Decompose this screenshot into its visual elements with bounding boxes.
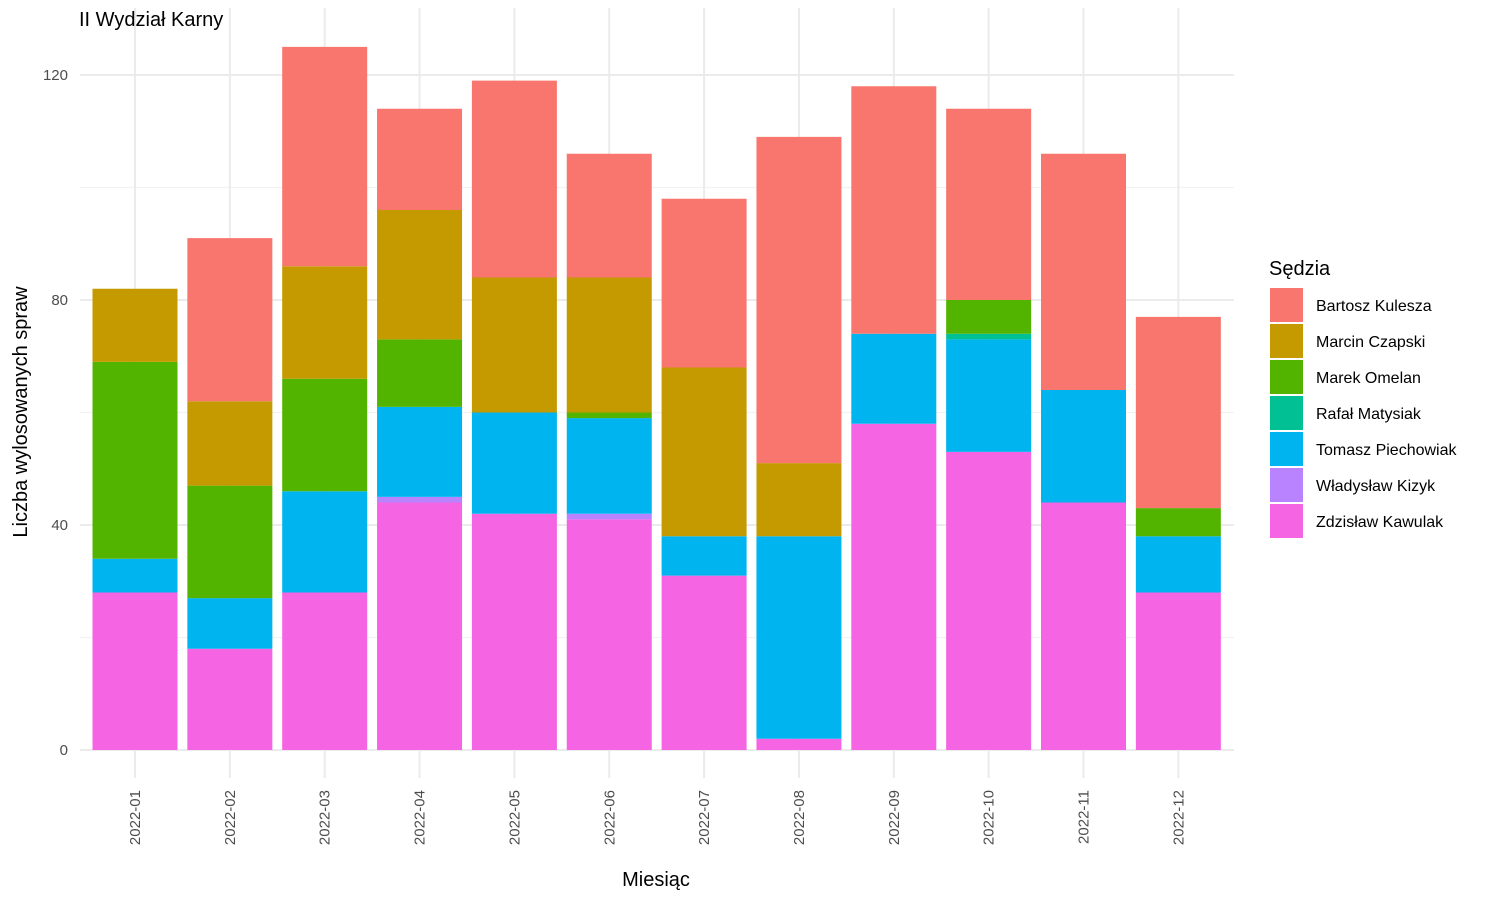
bar-segment: [1135, 508, 1221, 537]
bars: [92, 46, 1221, 750]
bar-segment: [946, 300, 1032, 334]
bar-segment: [377, 502, 463, 750]
x-tick-label: 2022-06: [601, 790, 618, 845]
legend-label: Zdzisław Kawulak: [1316, 514, 1444, 531]
bar-segment: [471, 412, 557, 514]
legend-label: Marek Omelan: [1316, 370, 1421, 387]
bar-segment: [661, 198, 747, 368]
x-tick-label: 2022-02: [222, 790, 239, 845]
bar-segment: [471, 277, 557, 413]
bar-segment: [946, 451, 1032, 750]
bar-segment: [946, 333, 1032, 340]
legend-label: Tomasz Piechowiak: [1316, 442, 1458, 459]
legend-swatch: [1270, 432, 1303, 466]
bar-segment: [851, 423, 937, 750]
bar-segment: [566, 277, 652, 413]
y-tick-label: 40: [51, 517, 68, 534]
bar-segment: [92, 288, 178, 362]
x-tick-label: 2022-05: [506, 790, 523, 845]
y-axis-ticks: 0 40 80 120: [43, 67, 68, 759]
legend-label: Bartosz Kulesza: [1316, 298, 1432, 315]
bar-segment: [851, 333, 937, 424]
x-axis-ticks: 2022-01 2022-02 2022-03 2022-04 2022-05 2022-…: [127, 790, 1187, 845]
bar-segment: [471, 80, 557, 278]
x-axis-title: Miesiąc: [622, 869, 690, 891]
bar-segment: [1041, 390, 1126, 503]
bar-segment: [187, 485, 273, 599]
bar-segment: [282, 46, 368, 267]
bar-segment: [1135, 316, 1221, 509]
bar-segment: [282, 491, 368, 593]
legend-swatch: [1270, 324, 1303, 358]
bar-segment: [92, 361, 178, 559]
bar-segment: [1135, 592, 1221, 750]
bar-segment: [566, 513, 652, 520]
bar-segment: [377, 210, 463, 340]
y-tick-label: 120: [43, 67, 68, 84]
bar-segment: [946, 339, 1032, 452]
bar-segment: [377, 496, 463, 503]
bar-segment: [187, 238, 273, 402]
y-tick-label: 80: [51, 292, 68, 309]
x-tick-label: 2022-10: [981, 790, 998, 845]
bar-segment: [661, 536, 747, 576]
bar-segment: [377, 339, 463, 407]
legend-swatch: [1270, 468, 1303, 502]
x-tick-label: 2022-09: [886, 790, 903, 845]
chart-title: II Wydział Karny: [79, 9, 223, 31]
bar-segment: [282, 266, 368, 379]
bar-segment: [471, 513, 557, 750]
bar-segment: [1135, 536, 1221, 593]
bar-segment: [282, 592, 368, 750]
bar-segment: [566, 153, 652, 278]
bar-segment: [377, 406, 463, 497]
bar-segment: [187, 648, 273, 750]
bar-segment: [566, 412, 652, 419]
legend-label: Rafał Matysiak: [1316, 406, 1422, 423]
legend: Sędzia Bartosz Kulesza Marcin Czapski Mare…: [1269, 258, 1458, 538]
legend-swatch: [1270, 288, 1303, 322]
y-axis-title: Liczba wylosowanych spraw: [10, 286, 32, 538]
x-tick-label: 2022-08: [791, 790, 808, 845]
bar-segment: [187, 598, 273, 649]
bar-segment: [756, 136, 842, 464]
bar-segment: [756, 463, 842, 537]
bar-segment: [282, 378, 368, 492]
bar-segment: [661, 575, 747, 750]
y-tick-label: 0: [60, 742, 68, 759]
x-tick-label: 2022-03: [317, 790, 334, 845]
bar-segment: [946, 108, 1032, 300]
bar-segment: [377, 108, 463, 210]
bar-segment: [566, 418, 652, 514]
x-tick-label: 2022-01: [127, 790, 144, 845]
bar-segment: [661, 367, 747, 537]
legend-swatch: [1270, 360, 1303, 394]
bar-segment: [756, 536, 842, 739]
bar-segment: [1041, 153, 1126, 390]
x-tick-label: 2022-04: [412, 790, 429, 845]
bar-segment: [756, 738, 842, 750]
bar-segment: [187, 401, 273, 486]
legend-label: Marcin Czapski: [1316, 334, 1425, 351]
bar-segment: [566, 519, 652, 750]
x-tick-label: 2022-11: [1076, 790, 1093, 844]
legend-swatch: [1270, 396, 1303, 430]
bar-segment: [1041, 502, 1126, 750]
bar-segment: [92, 558, 178, 593]
bar-segment: [92, 592, 178, 750]
bar-segment: [851, 86, 937, 334]
legend-label: Władysław Kizyk: [1316, 478, 1436, 495]
legend-swatch: [1270, 504, 1303, 538]
x-tick-label: 2022-12: [1170, 790, 1187, 845]
x-tick-label: 2022-07: [696, 790, 713, 845]
legend-title: Sędzia: [1269, 258, 1331, 280]
